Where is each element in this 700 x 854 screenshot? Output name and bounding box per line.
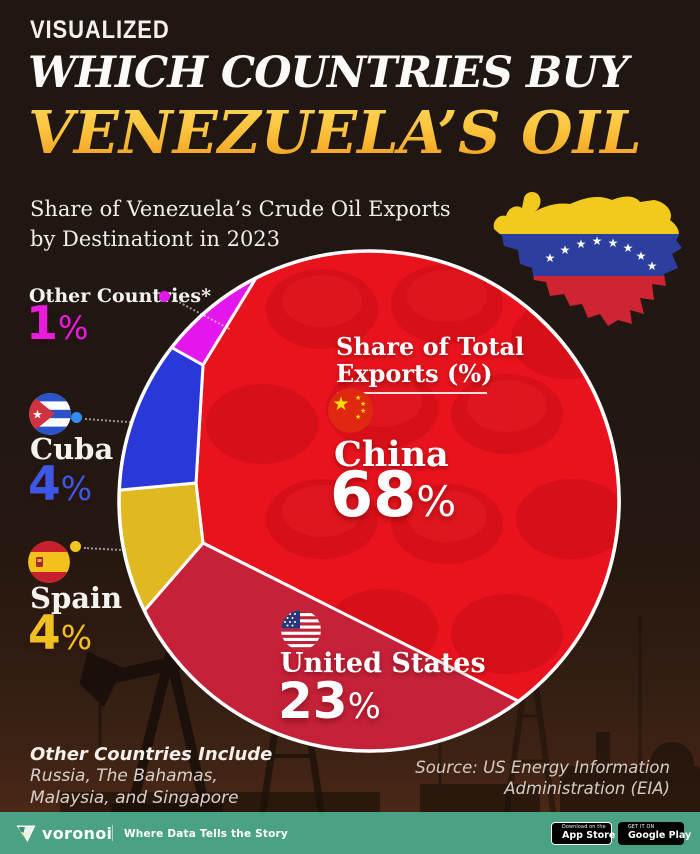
spain-callout-dot [70, 541, 81, 552]
svg-text:★: ★ [623, 241, 634, 255]
spain-flag-icon [28, 541, 70, 583]
united-states-value-number: 23 [278, 672, 348, 730]
us-flag-icon [281, 610, 321, 650]
united-states-value: 23% [278, 676, 381, 727]
page-title-line2: VENEZUELA’S OIL [28, 98, 642, 167]
footer-tagline: Where Data Tells the Story [124, 828, 288, 840]
other-countries-value: 1% [26, 300, 89, 347]
svg-text:★: ★ [636, 249, 647, 263]
source-line1: Source: US Energy Information [415, 758, 670, 777]
chart-subtitle: Share of Venezuela’s Crude Oil Exports b… [30, 194, 451, 255]
spain-value: 4% [28, 610, 93, 657]
footer-divider [112, 825, 113, 841]
footnote: Other Countries Include Russia, The Baha… [30, 744, 272, 809]
footer-bar: voronoi Where Data Tells the Story Downl… [0, 812, 700, 854]
svg-text:★: ★ [608, 236, 619, 250]
app-store-badge-small-text: Download on the [562, 825, 606, 831]
app-store-badge-large-text: App Store [562, 830, 616, 842]
spain-label: Spain [30, 581, 123, 615]
pie-legend-title: Share of Total Exports (%) [336, 333, 524, 388]
google-play-badge-large-text: Google Play [628, 830, 692, 842]
china-value-percent: % [416, 477, 457, 526]
source-line2: Administration (EIA) [504, 779, 670, 799]
page-title-line1: WHICH COUNTRIES BUY [28, 48, 629, 98]
united-states-value-percent: % [347, 687, 381, 727]
other-countries-callout-dot [159, 291, 170, 302]
svg-text:★: ★ [355, 394, 361, 402]
china-label: China [334, 434, 449, 475]
svg-text:★: ★ [355, 413, 361, 421]
pie-legend-title-line2: Exports (%) [336, 359, 493, 389]
cuba-value: 4% [28, 461, 93, 508]
subtitle-line1: Share of Venezuela’s Crude Oil Exports [30, 197, 451, 221]
voronoi-logo-icon [16, 825, 36, 842]
footnote-line2: Malaysia, and Singapore [30, 788, 239, 809]
other-countries-value-percent: % [58, 309, 89, 347]
svg-text:★: ★ [560, 243, 571, 257]
pie-outer-rim [117, 249, 621, 753]
svg-text:★: ★ [360, 400, 366, 408]
cuba-callout-dot [71, 412, 82, 423]
pie-legend-underline [337, 392, 487, 394]
subtitle-line2: by Destinationt in 2023 [30, 227, 281, 252]
svg-text:★: ★ [332, 393, 349, 415]
china-value: 68% [330, 464, 457, 526]
flag-band-yellow [493, 192, 683, 234]
china-flag-icon: ★ ★ ★ ★ ★ [328, 388, 373, 433]
united-states-label: United States [280, 648, 486, 679]
spain-value-percent: % [60, 618, 93, 657]
svg-text:★: ★ [545, 251, 556, 265]
cuba-label: Cuba [30, 432, 114, 466]
spain-value-number: 4 [28, 606, 61, 661]
pie-legend-title-line1: Share of Total [336, 332, 525, 361]
voronoi-wordmark[interactable]: voronoi [42, 824, 113, 843]
cuba-value-percent: % [60, 469, 93, 508]
refinery-silhouette [60, 732, 700, 818]
svg-text:★: ★ [592, 234, 603, 248]
svg-text:★: ★ [360, 407, 366, 415]
flag-stars: ★★ ★ ★ ★ ★ ★★ [545, 234, 658, 273]
pie-chart [117, 249, 621, 753]
svg-text:★: ★ [32, 408, 43, 422]
kicker: VISUALIZED [30, 16, 170, 44]
svg-text:★: ★ [647, 259, 658, 273]
app-store-badge[interactable]: Download on the App Store [551, 822, 616, 845]
footnote-title: Other Countries Include [30, 744, 273, 765]
cuba-value-number: 4 [28, 457, 61, 512]
cuba-flag-icon: ★ [29, 393, 71, 435]
china-value-number: 68 [330, 458, 417, 531]
other-countries-value-number: 1 [26, 296, 59, 350]
google-play-badge-small-text: GET IT ON [628, 825, 655, 831]
venezuela-flag-map: ★★ ★ ★ ★ ★ ★★ [493, 192, 683, 326]
footnote-line1: Russia, The Bahamas, [30, 766, 218, 786]
google-play-badge[interactable]: GET IT ON Google Play [618, 822, 691, 845]
svg-text:★: ★ [576, 237, 587, 251]
source-citation: Source: US Energy Information Administra… [415, 757, 670, 800]
